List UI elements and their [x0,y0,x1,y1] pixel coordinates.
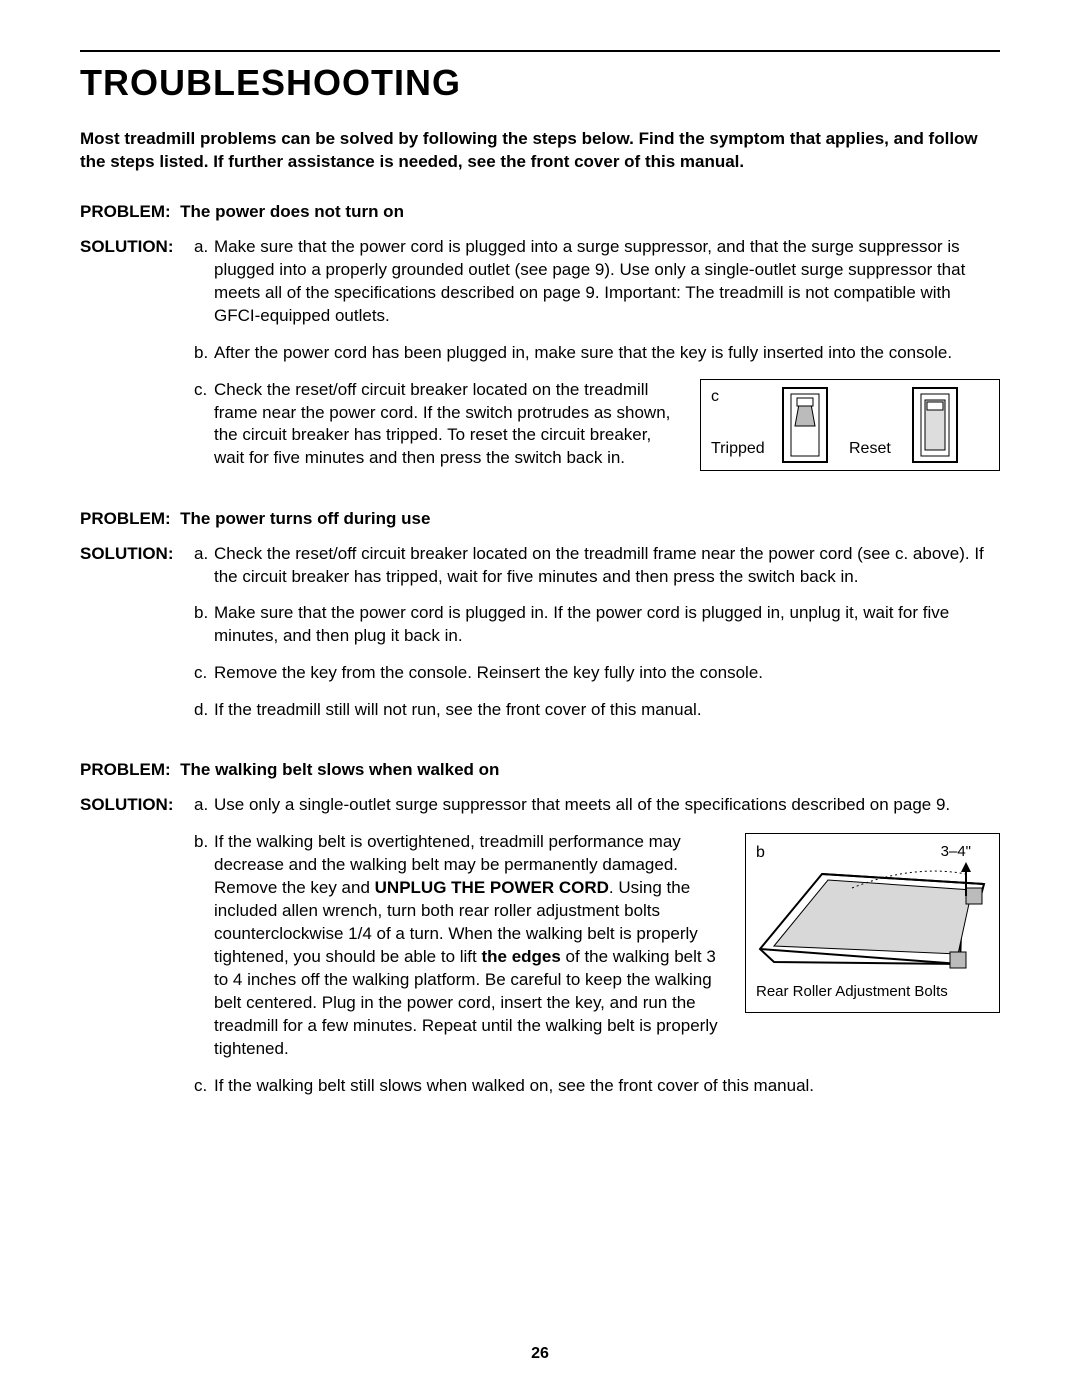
solution-prefix: SOLUTION: [80,236,194,485]
item-marker: c. [194,379,214,471]
problem-title: The walking belt slows when walked on [180,760,499,779]
item-marker: c. [194,662,214,685]
item-text: If the treadmill still will not run, see… [214,699,1000,722]
item-text-html: If the walking belt is overtightened, tr… [214,831,729,1060]
solution-item: b. Make sure that the power cord is plug… [194,602,1000,648]
solution-block: SOLUTION: a. Check the reset/off circuit… [80,543,1000,737]
solution-prefix: SOLUTION: [80,543,194,737]
breaker-reset-icon [911,386,959,464]
item-marker: a. [194,543,214,589]
problem-prefix: PROBLEM: [80,202,171,221]
item-marker: c. [194,1075,214,1098]
item-text: After the power cord has been plugged in… [214,342,1000,365]
breaker-tripped-icon [781,386,829,464]
solution-item: a. Use only a single-outlet surge suppre… [194,794,1000,817]
item-marker: a. [194,236,214,328]
item-text: Remove the key from the console. Reinser… [214,662,1000,685]
item-marker: b. [194,831,214,1060]
solution-item: a. Check the reset/off circuit breaker l… [194,543,1000,589]
problem-prefix: PROBLEM: [80,760,171,779]
solution-body: a. Check the reset/off circuit breaker l… [194,543,1000,737]
solution-item: b. If the walking belt is overtightened,… [194,831,1000,1060]
top-rule [80,50,1000,52]
solution-item: c. If the walking belt still slows when … [194,1075,1000,1098]
manual-page: TROUBLESHOOTING Most treadmill problems … [0,0,1080,1397]
problem-label: PROBLEM: The walking belt slows when wal… [80,760,1000,780]
figure-reset-label: Reset [849,438,891,460]
item-text: Check the reset/off circuit breaker loca… [214,379,684,471]
item-text: Make sure that the power cord is plugged… [214,236,1000,328]
figure-caption: Rear Roller Adjustment Bolts [756,982,948,1002]
solution-prefix: SOLUTION: [80,794,194,1111]
item-text: Check the reset/off circuit breaker loca… [214,543,1000,589]
solution-item: c. Remove the key from the console. Rein… [194,662,1000,685]
solution-body: a. Use only a single-outlet surge suppre… [194,794,1000,1111]
figure-circuit-breaker: c Tripped Reset [700,379,1000,471]
problem-title: The power turns off during use [180,509,430,528]
item-text: Use only a single-outlet surge suppresso… [214,794,1000,817]
solution-item: c. Check the reset/off circuit breaker l… [194,379,1000,471]
page-number: 26 [0,1345,1080,1363]
problem-prefix: PROBLEM: [80,509,171,528]
item-marker: d. [194,699,214,722]
page-title: TROUBLESHOOTING [80,62,1000,104]
solution-item: d. If the treadmill still will not run, … [194,699,1000,722]
item-text: If the walking belt still slows when wal… [214,1075,1000,1098]
solution-body: a. Make sure that the power cord is plug… [194,236,1000,485]
figure-tripped-label: Tripped [711,438,765,460]
item-marker: a. [194,794,214,817]
treadmill-rear-icon [752,854,992,984]
problem-title: The power does not turn on [180,202,404,221]
problem-label: PROBLEM: The power does not turn on [80,202,1000,222]
item-marker: b. [194,602,214,648]
solution-block: SOLUTION: a. Make sure that the power co… [80,236,1000,485]
item-marker: b. [194,342,214,365]
solution-item: b. After the power cord has been plugged… [194,342,1000,365]
item-text: Make sure that the power cord is plugged… [214,602,1000,648]
figure-rear-roller: b 3–4" Rear Roller Adjustment Bolts [745,833,1000,1013]
problem-label: PROBLEM: The power turns off during use [80,509,1000,529]
intro-paragraph: Most treadmill problems can be solved by… [80,128,1000,174]
figure-label: c [711,386,719,408]
solution-item: a. Make sure that the power cord is plug… [194,236,1000,328]
solution-block: SOLUTION: a. Use only a single-outlet su… [80,794,1000,1111]
